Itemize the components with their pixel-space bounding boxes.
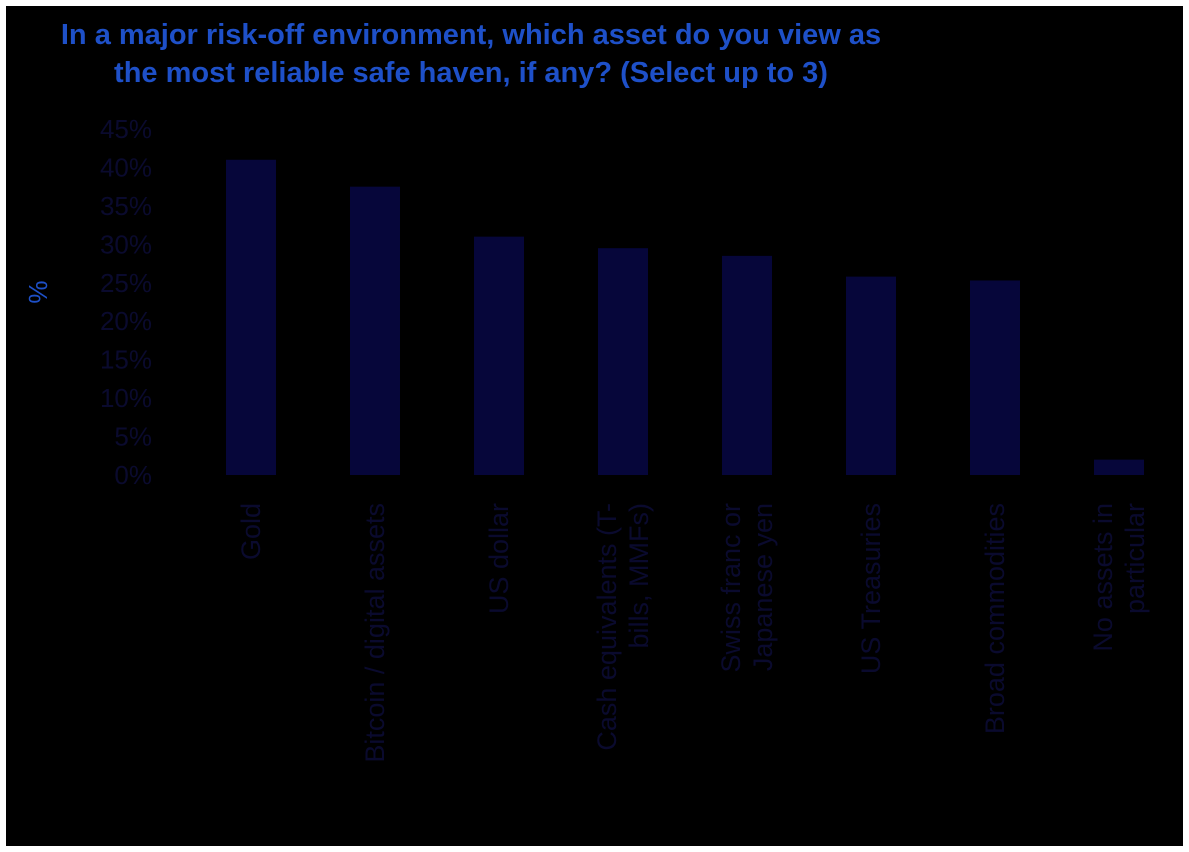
x-tick-label: bills, MMFs) bbox=[624, 503, 654, 648]
x-tick-label: Japanese yen bbox=[748, 503, 778, 671]
bar bbox=[722, 255, 772, 475]
y-tick-label: 35% bbox=[100, 191, 152, 221]
bar-chart: 0% 5% 10% 15% 20% 25% 30% 35% 40% 45% Gold Bitcoin… bbox=[23, 114, 1150, 763]
y-tick-label: 20% bbox=[100, 306, 152, 336]
bar bbox=[1094, 459, 1144, 475]
bar bbox=[350, 186, 400, 475]
bar bbox=[226, 159, 276, 475]
x-axis: Gold Bitcoin / digital assets US dollar Cas… bbox=[236, 503, 1150, 763]
chart-title: In a major risk-off environment, which a… bbox=[6, 16, 936, 92]
y-tick-label: 25% bbox=[100, 268, 152, 298]
y-tick-label: 10% bbox=[100, 383, 152, 413]
y-axis-label: % bbox=[23, 280, 53, 303]
bar bbox=[598, 248, 648, 475]
bar bbox=[846, 276, 896, 475]
chart-title-line: the most reliable safe haven, if any? (S… bbox=[114, 57, 828, 89]
x-tick-label: US dollar bbox=[484, 503, 514, 614]
x-tick-label: Gold bbox=[236, 503, 266, 560]
x-tick-label: Cash equivalents (T- bbox=[592, 503, 622, 751]
x-tick-label: Broad commodities bbox=[980, 503, 1010, 734]
y-tick-label: 30% bbox=[100, 229, 152, 259]
y-tick-label: 45% bbox=[100, 114, 152, 144]
y-axis: 0% 5% 10% 15% 20% 25% 30% 35% 40% 45% bbox=[100, 114, 152, 490]
x-tick-label: Bitcoin / digital assets bbox=[360, 503, 390, 763]
bar bbox=[970, 280, 1020, 475]
x-tick-label: Swiss franc or bbox=[716, 503, 746, 673]
y-tick-label: 40% bbox=[100, 152, 152, 182]
x-tick-label: particular bbox=[1120, 503, 1150, 614]
bar bbox=[474, 236, 524, 475]
y-tick-label: 0% bbox=[114, 460, 152, 490]
x-tick-label: US Treasuries bbox=[856, 503, 886, 674]
x-tick-label: No assets in bbox=[1088, 503, 1118, 652]
y-tick-label: 5% bbox=[114, 422, 152, 452]
chart-title-line: In a major risk-off environment, which a… bbox=[60, 19, 882, 51]
bars-group bbox=[226, 159, 1144, 475]
chart-panel: In a major risk-off environment, which a… bbox=[6, 6, 1183, 846]
y-tick-label: 15% bbox=[100, 345, 152, 375]
